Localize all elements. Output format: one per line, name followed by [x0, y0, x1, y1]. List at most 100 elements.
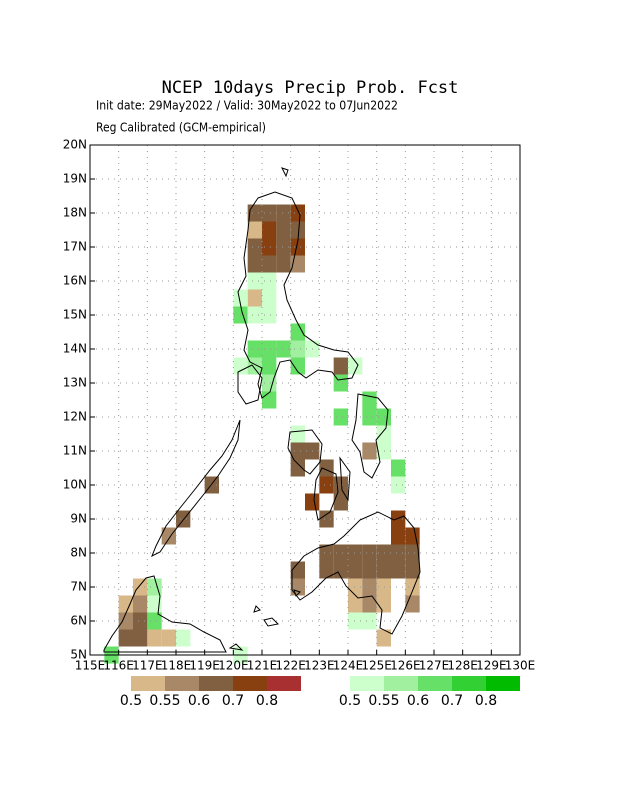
dry-cell — [290, 238, 305, 256]
wet-cell — [262, 340, 277, 358]
dry-cell — [276, 204, 291, 222]
plot-frame — [89, 144, 521, 656]
colorbars: 0.5 0.55 0.6 0.7 0.8 0.5 0.55 0.6 0.7 0.8 — [120, 676, 520, 709]
dry-cell — [319, 561, 334, 579]
dry-cell — [176, 510, 191, 528]
colorbar-label: 0.7 — [441, 693, 463, 709]
x-tick-label: 127E — [419, 659, 450, 673]
x-tick-label: 118E — [161, 659, 192, 673]
y-tick-label: 12N — [63, 410, 87, 424]
y-tick-label: 11N — [63, 444, 87, 458]
wet-cell — [290, 323, 305, 341]
wet-cell — [176, 629, 191, 647]
dry-cell — [290, 561, 305, 579]
dry-cell — [290, 442, 305, 460]
init-line: Init date: 29May2022 / Valid: 30May2022 … — [96, 99, 398, 113]
dry-cell — [247, 238, 262, 256]
wet-cell — [290, 425, 305, 443]
y-tick-label: 20N — [63, 138, 87, 152]
panay-negros — [287, 429, 351, 521]
x-tick-label: 130E — [505, 659, 536, 673]
x-tick-label: 116E — [103, 659, 134, 673]
wet-cell — [247, 357, 262, 375]
dry-cell — [247, 221, 262, 239]
dry-cell — [290, 204, 305, 222]
y-tick-label: 9N — [70, 512, 87, 526]
wet-cell — [262, 289, 277, 307]
y-tick-label: 5N — [70, 648, 87, 662]
dry-cell — [247, 289, 262, 307]
dry-cell — [405, 527, 420, 545]
dry-cell — [290, 221, 305, 239]
wet-cell — [262, 357, 277, 375]
dry-cell — [391, 561, 406, 579]
wet-cell — [290, 340, 305, 358]
colorbar-label: 0.55 — [368, 693, 399, 709]
wet-cell — [262, 306, 277, 324]
dry-cell — [133, 595, 148, 613]
x-tick-label: 117E — [132, 659, 163, 673]
colorbar-label: 0.6 — [188, 693, 210, 709]
dry-cell — [118, 595, 133, 613]
wet-cell — [362, 408, 377, 426]
colorbar-label: 0.5 — [120, 693, 142, 709]
dry-cell — [333, 544, 348, 562]
dry-cell — [319, 459, 334, 477]
dry-cell — [391, 527, 406, 545]
wet-cell — [362, 391, 377, 409]
borneo — [103, 575, 227, 653]
wet-cell — [247, 340, 262, 358]
x-tick-label: 129E — [476, 659, 507, 673]
dry-cell — [362, 544, 377, 562]
dry-cell — [348, 595, 363, 613]
dry-cell — [376, 629, 391, 647]
colorbar-label: 0.7 — [222, 693, 244, 709]
dry-cell — [405, 544, 420, 562]
colorbar-box — [165, 676, 199, 691]
x-tick-label: 120E — [218, 659, 249, 673]
colorbar-label: 0.55 — [149, 693, 180, 709]
wet-cell — [262, 272, 277, 290]
dry-cell — [276, 238, 291, 256]
wet-cell — [376, 425, 391, 443]
islets — [228, 167, 301, 651]
colorbar-box — [199, 676, 233, 691]
wet-cell — [290, 357, 305, 375]
dry-cell — [348, 544, 363, 562]
dry-cell — [362, 578, 377, 596]
dry-cell — [276, 221, 291, 239]
x-tick-label: 124E — [333, 659, 364, 673]
dry-cell — [362, 561, 377, 579]
coastline — [103, 167, 421, 653]
wet-cell — [247, 306, 262, 324]
y-tick-label: 10N — [63, 478, 87, 492]
title: NCEP 10days Precip Prob. Fcst — [162, 78, 459, 98]
colorbar-label: 0.6 — [407, 693, 429, 709]
colorbar-label: 0.5 — [339, 693, 361, 709]
dry-cell — [333, 357, 348, 375]
wet-cell — [233, 357, 248, 375]
dry-cell — [133, 629, 148, 647]
colorbar-box — [350, 676, 384, 691]
dry-cell — [376, 544, 391, 562]
wet-cell — [262, 391, 277, 409]
wet-cell — [147, 612, 162, 630]
colorbar-box — [418, 676, 452, 691]
colorbar-box — [131, 676, 165, 691]
luzon — [237, 191, 359, 399]
samar-leyte — [351, 393, 389, 479]
colorbar-box — [233, 676, 267, 691]
dry-cell — [118, 629, 133, 647]
y-tick-label: 16N — [63, 274, 87, 288]
palawan — [151, 419, 241, 558]
dry-cell — [376, 595, 391, 613]
dry-cell — [147, 629, 162, 647]
dry-cell — [319, 476, 334, 494]
dry-cell — [262, 255, 277, 273]
dry-cell — [362, 595, 377, 613]
wet-cell — [333, 408, 348, 426]
mindanao — [291, 511, 421, 635]
subtitle: Reg Calibrated (GCM-empirical) — [96, 121, 266, 135]
dry-cell — [376, 578, 391, 596]
